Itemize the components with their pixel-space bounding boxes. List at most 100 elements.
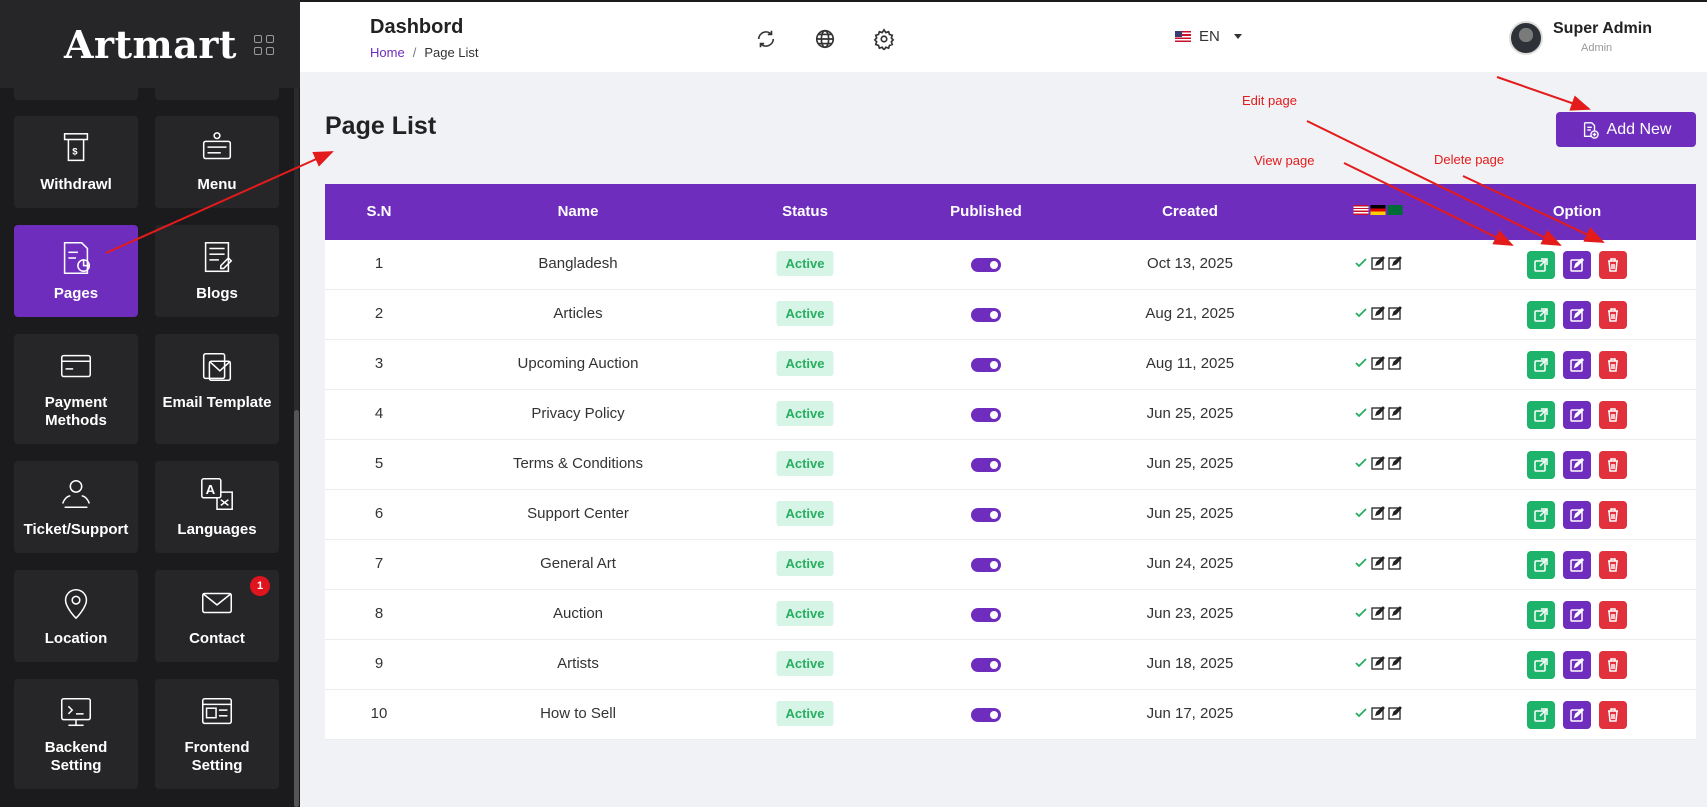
sidebar-item-blogs[interactable]: Blogs [155,225,279,317]
user-name[interactable]: Super Admin [1553,20,1652,37]
globe-icon[interactable] [814,28,836,50]
edit-translation-icon[interactable] [1371,306,1385,320]
published-toggle[interactable] [971,608,1001,622]
edit-translation-icon[interactable] [1371,706,1385,720]
edit-translation-icon[interactable] [1371,406,1385,420]
header-language-flags [1353,205,1403,215]
view-page-button[interactable] [1527,601,1555,629]
avatar[interactable] [1509,21,1543,55]
view-page-button[interactable] [1527,451,1555,479]
edit-translation-icon[interactable] [1371,606,1385,620]
sidebar-item-email-template[interactable]: Email Template [155,334,279,444]
edit-translation-icon[interactable] [1371,506,1385,520]
edit-page-button[interactable] [1563,501,1591,529]
view-page-button[interactable] [1527,301,1555,329]
add-new-button[interactable]: Add New [1556,112,1696,147]
edit-translation-icon[interactable] [1388,356,1402,370]
gear-icon[interactable] [873,28,895,50]
breadcrumb-home[interactable]: Home [370,45,405,60]
published-toggle[interactable] [971,708,1001,722]
edit-translation-icon[interactable] [1388,656,1402,670]
edit-translation-icon[interactable] [1388,556,1402,570]
sidebar-item-payment-methods[interactable]: Payment Methods [14,334,138,444]
scrollbar-thumb[interactable] [294,410,299,807]
sidebar-item-languages[interactable]: A Languages [155,461,279,553]
edit-translation-icon[interactable] [1388,406,1402,420]
sidebar-item-frontend-setting[interactable]: Frontend Setting [155,679,279,789]
grid-icon[interactable] [254,35,274,55]
edit-page-button[interactable] [1563,401,1591,429]
sidebar-item-backend-setting[interactable]: Backend Setting [14,679,138,789]
view-page-button[interactable] [1527,701,1555,729]
edit-translation-icon[interactable] [1371,656,1385,670]
published-toggle[interactable] [971,358,1001,372]
view-page-button[interactable] [1527,501,1555,529]
delete-page-button[interactable] [1599,551,1627,579]
edit-translation-icon[interactable] [1371,256,1385,270]
sidebar-item-location[interactable]: Location [14,570,138,662]
delete-page-button[interactable] [1599,301,1627,329]
delete-page-button[interactable] [1599,651,1627,679]
table-row: 6 Support Center Active Jun 25, 2025 [325,490,1696,540]
trash-icon [1608,258,1618,272]
edit-translation-icon[interactable] [1388,306,1402,320]
edit-page-button[interactable] [1563,551,1591,579]
published-toggle[interactable] [971,558,1001,572]
email-template-icon [202,352,232,382]
edit-translation-icon[interactable] [1388,256,1402,270]
sidebar-tile-partial[interactable] [14,82,138,100]
sidebar-scrollbar[interactable] [294,88,299,807]
edit-translation-icon[interactable] [1371,556,1385,570]
published-toggle[interactable] [971,508,1001,522]
language-selector[interactable]: EN [1175,28,1242,45]
view-page-button[interactable] [1527,351,1555,379]
refresh-icon[interactable] [755,28,777,50]
row-actions [1527,351,1627,379]
cell-created: Jun 24, 2025 [1146,555,1234,572]
edit-translation-icon[interactable] [1388,456,1402,470]
table-row: 3 Upcoming Auction Active Aug 11, 2025 [325,340,1696,390]
delete-page-button[interactable] [1599,451,1627,479]
sidebar-item-contact[interactable]: 1 Contact [155,570,279,662]
delete-page-button[interactable] [1599,351,1627,379]
published-toggle[interactable] [971,258,1001,272]
delete-page-button[interactable] [1599,501,1627,529]
cell-name: Bangladesh [538,255,618,272]
view-page-button[interactable] [1527,251,1555,279]
sidebar-item-menu[interactable]: Menu [155,116,279,208]
sidebar-tile-partial[interactable] [155,82,279,100]
edit-translation-icon[interactable] [1371,356,1385,370]
view-page-button[interactable] [1527,651,1555,679]
edit-translation-icon[interactable] [1388,606,1402,620]
view-page-button[interactable] [1527,401,1555,429]
sidebar-item-pages[interactable]: Pages [14,225,138,317]
edit-page-button[interactable] [1563,301,1591,329]
add-page-icon [1583,121,1599,139]
sidebar-item-label: Payment Methods [44,394,108,429]
view-page-button[interactable] [1527,551,1555,579]
edit-page-button[interactable] [1563,351,1591,379]
translate-icon: A [201,478,233,510]
edit-page-button[interactable] [1563,601,1591,629]
edit-translation-icon[interactable] [1388,506,1402,520]
edit-page-button[interactable] [1563,451,1591,479]
published-toggle[interactable] [971,658,1001,672]
published-toggle[interactable] [971,408,1001,422]
header-option: Option [1552,203,1602,220]
edit-page-button[interactable] [1563,251,1591,279]
sidebar-item-withdrawl[interactable]: $ Withdrawl [14,116,138,208]
edit-page-button[interactable] [1563,701,1591,729]
check-icon [1354,456,1368,470]
delete-page-button[interactable] [1599,251,1627,279]
logo[interactable]: Artmart [64,21,237,67]
published-toggle[interactable] [971,308,1001,322]
delete-page-button[interactable] [1599,401,1627,429]
cell-name: Artists [557,655,599,672]
edit-translation-icon[interactable] [1388,706,1402,720]
published-toggle[interactable] [971,458,1001,472]
sidebar-item-ticket-support[interactable]: Ticket/Support [14,461,138,553]
delete-page-button[interactable] [1599,601,1627,629]
edit-page-button[interactable] [1563,651,1591,679]
edit-translation-icon[interactable] [1371,456,1385,470]
delete-page-button[interactable] [1599,701,1627,729]
